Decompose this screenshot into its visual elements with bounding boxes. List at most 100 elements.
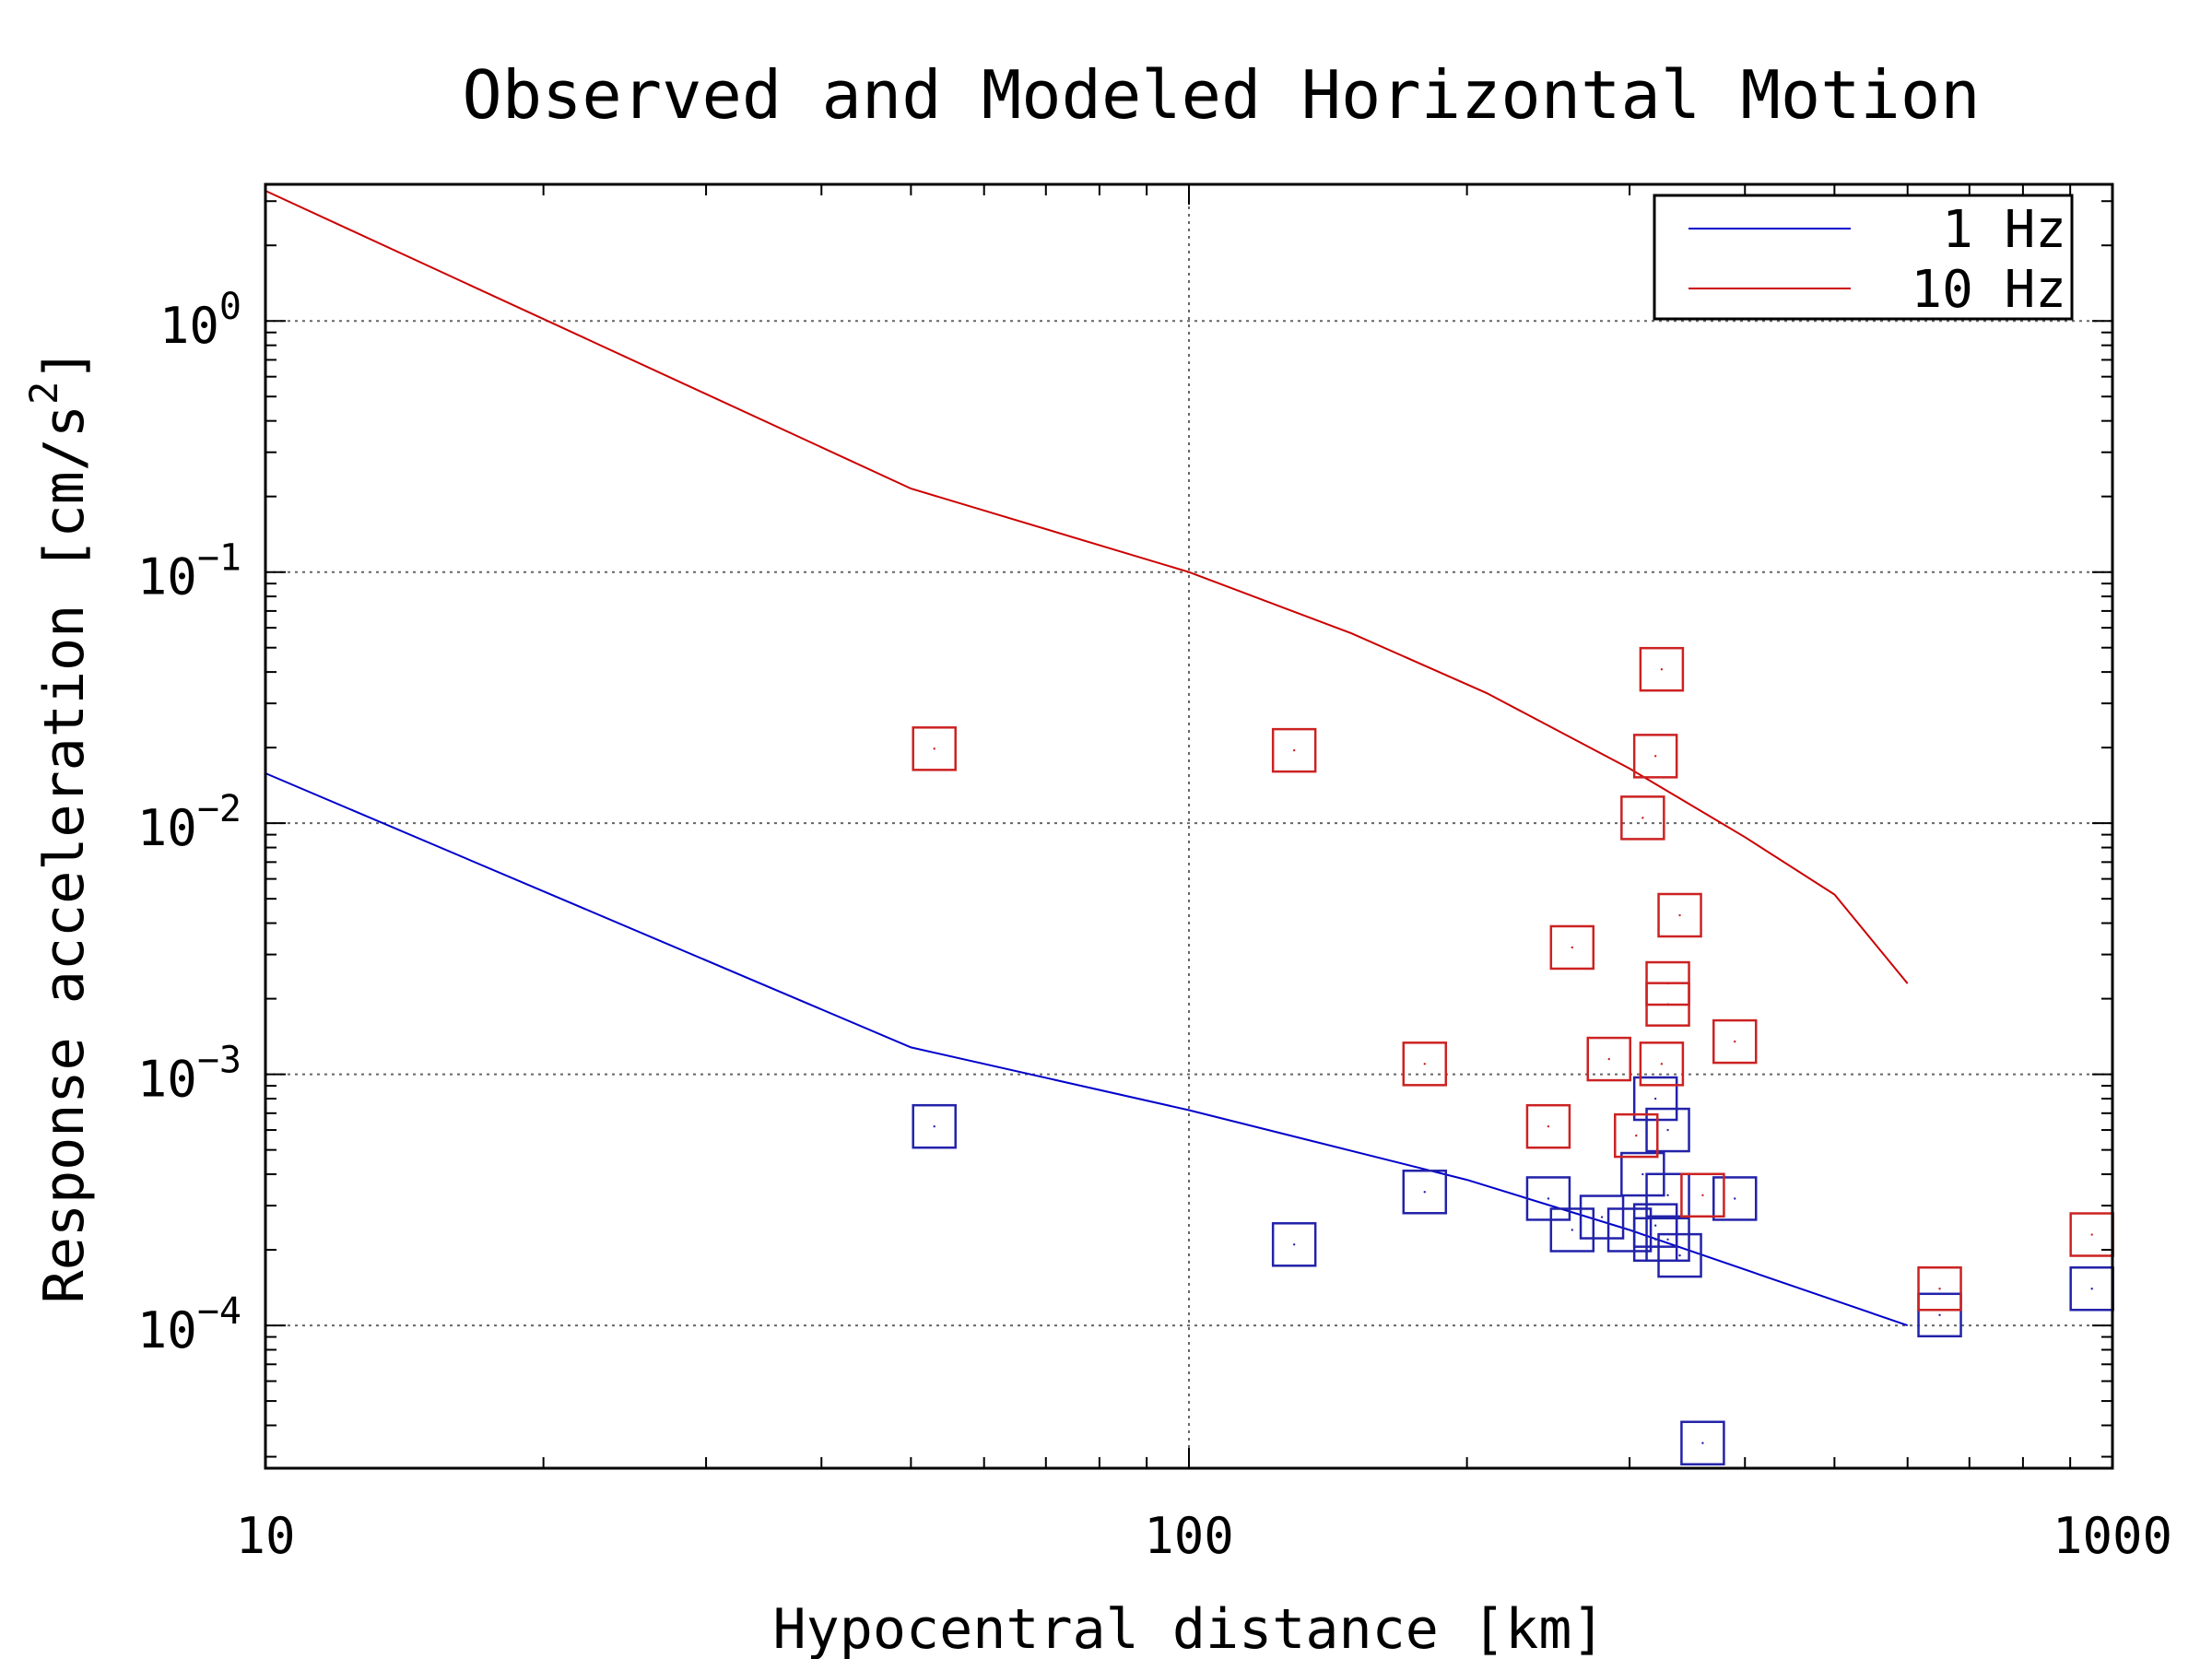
marker-10hz [1620, 795, 1665, 841]
y-axis-label-superscript: 2 [21, 382, 66, 405]
marker-1hz [1917, 1292, 1962, 1338]
marker-1hz-center [1938, 1313, 1941, 1316]
marker-10hz [1712, 1018, 1758, 1065]
marker-1hz-center [1547, 1197, 1550, 1200]
marker-10hz [1632, 734, 1678, 779]
y-tick-label-exponent: −3 [197, 1040, 241, 1082]
marker-10hz [1586, 1036, 1632, 1082]
marker-1hz [1712, 1176, 1758, 1221]
x-tick-label: 100 [1144, 1507, 1234, 1565]
y-tick-label-base: 10 [137, 1301, 197, 1359]
marker-1hz [912, 1103, 957, 1149]
y-tick-label-base: 10 [137, 548, 197, 606]
marker-10hz [912, 726, 957, 771]
marker-10hz-center [1701, 1194, 1704, 1196]
marker-10hz-center [1547, 1124, 1550, 1128]
marker-1hz-center [1678, 1253, 1681, 1257]
marker-1hz [1271, 1222, 1317, 1267]
marker-10hz [1680, 1172, 1725, 1218]
y-tick-label-base: 10 [137, 799, 197, 857]
x-tick-label: 1000 [2053, 1507, 2172, 1565]
marker-10hz [1639, 1041, 1685, 1087]
legend-label-1hz: 1 Hz [1942, 200, 2066, 260]
marker-10hz-center [1607, 1057, 1610, 1061]
marker-1hz [1606, 1207, 1653, 1253]
marker-1hz-center [1666, 1194, 1669, 1196]
x-tick-label: 10 [235, 1507, 295, 1565]
y-tick-label-base: 10 [159, 297, 219, 355]
marker-1hz [1579, 1194, 1625, 1240]
chart-title: Observed and Modeled Horizontal Motion [462, 56, 1980, 134]
marker-1hz-center [1666, 1238, 1669, 1241]
marker-1hz [1525, 1176, 1571, 1221]
y-axis-label-end: ] [32, 348, 97, 382]
y-tick-label-base: 10 [137, 1051, 197, 1109]
marker-10hz-center [1666, 1003, 1669, 1006]
marker-1hz [1680, 1420, 1725, 1465]
marker-10hz-center [2090, 1233, 2093, 1236]
marker-10hz-center [1292, 748, 1296, 752]
marker-1hz-center [1292, 1243, 1296, 1246]
y-axis-label: Response acceleration [cm/s2] [21, 348, 97, 1304]
marker-1hz-center [1734, 1197, 1736, 1200]
marker-10hz-center [1635, 1134, 1638, 1137]
series-line-1hz [265, 772, 1909, 1327]
marker-10hz [1525, 1103, 1571, 1149]
legend-label-10hz: 10 Hz [1911, 260, 2066, 320]
y-tick-label: 10−4 [137, 1290, 241, 1359]
y-tick-label-exponent: −2 [197, 788, 241, 830]
marker-1hz-center [1701, 1441, 1704, 1444]
series-line-10hz [265, 190, 1909, 984]
x-axis-label: Hypocentral distance [km] [772, 1597, 1605, 1659]
marker-10hz [1549, 924, 1595, 971]
marker-10hz [1639, 646, 1685, 692]
marker-1hz-center [1666, 1128, 1669, 1132]
axis-ticks [265, 184, 2112, 1468]
y-tick-label: 10−2 [137, 788, 241, 857]
marker-10hz-center [933, 747, 935, 750]
marker-10hz-center [1660, 1063, 1664, 1065]
marker-10hz [1271, 727, 1317, 773]
marker-1hz [1645, 1107, 1690, 1153]
marker-1hz-center [1653, 1224, 1657, 1227]
marker-1hz-center [933, 1124, 935, 1128]
marker-1hz [1549, 1207, 1595, 1253]
model-lines [265, 190, 1909, 1327]
marker-1hz-center [1628, 1229, 1631, 1231]
y-tick-label-exponent: −1 [197, 537, 241, 580]
observed-markers [912, 646, 2114, 1465]
grid-lines [265, 184, 2112, 1468]
marker-10hz [1917, 1266, 1962, 1312]
marker-1hz-center [1653, 1097, 1657, 1100]
y-tick-label: 100 [159, 286, 241, 355]
marker-1hz-center [1571, 1229, 1574, 1231]
marker-1hz [1632, 1076, 1678, 1122]
marker-10hz [1614, 1112, 1659, 1159]
marker-1hz [1645, 1172, 1690, 1218]
y-axis-label-main: Response acceleration [cm/s [32, 405, 97, 1303]
legend-box [1653, 194, 2074, 321]
marker-1hz [1657, 1232, 1702, 1278]
marker-1hz-center [2090, 1288, 2093, 1290]
marker-10hz [1402, 1041, 1448, 1087]
marker-1hz [1402, 1170, 1448, 1215]
marker-10hz-center [1653, 755, 1657, 758]
marker-10hz-center [1641, 817, 1644, 819]
marker-10hz-center [1571, 946, 1574, 949]
y-tick-label-exponent: 0 [219, 286, 241, 328]
y-tick-label-exponent: −4 [197, 1290, 241, 1333]
marker-10hz-center [1660, 667, 1664, 671]
y-tick-label: 10−1 [137, 537, 241, 606]
marker-1hz-center [1653, 1238, 1657, 1241]
marker-1hz-center [1600, 1216, 1604, 1218]
marker-10hz [1645, 982, 1690, 1027]
legend: 1 Hz 10 Hz [1653, 194, 2074, 321]
marker-1hz [1645, 1217, 1690, 1263]
marker-10hz-center [1423, 1063, 1426, 1065]
marker-1hz-center [1641, 1172, 1644, 1176]
y-tick-label: 10−3 [137, 1040, 241, 1109]
marker-10hz [1657, 892, 1702, 938]
marker-10hz-center [1734, 1040, 1736, 1043]
